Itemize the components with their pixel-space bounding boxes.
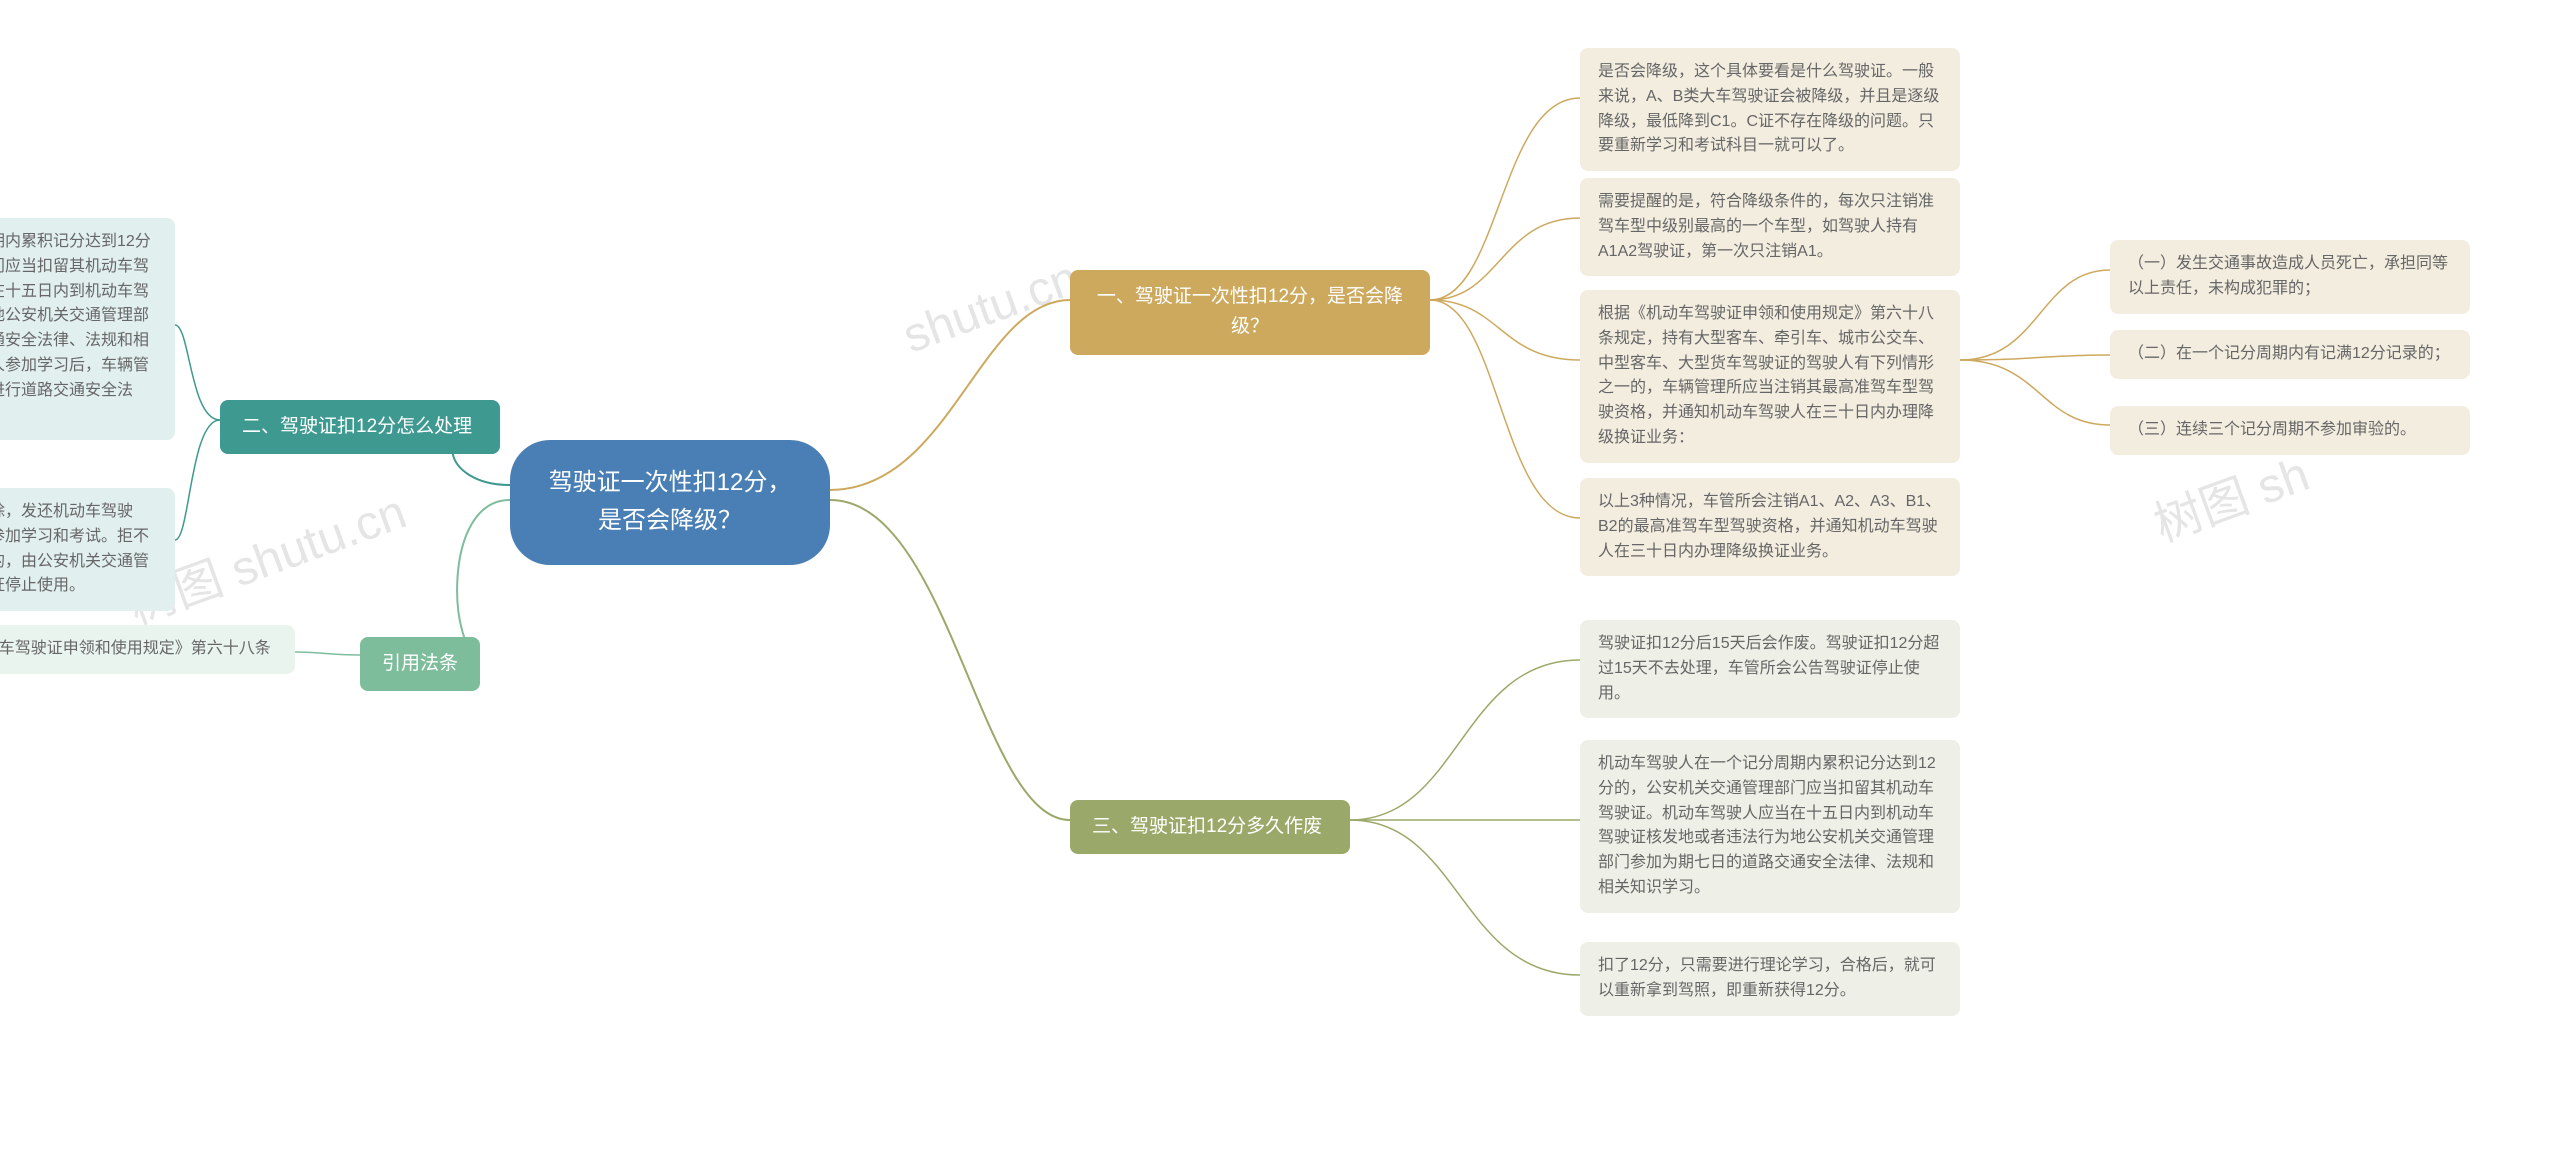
- leaf-r1-4: 以上3种情况，车管所会注销A1、A2、A3、B1、B2的最高准驾车型驾驶资格，并…: [1580, 478, 1960, 576]
- leaf-r1-2: 需要提醒的是，符合降级条件的，每次只注销准驾车型中级别最高的一个车型，如驾驶人持…: [1580, 178, 1960, 276]
- branch-left-1[interactable]: 二、驾驶证扣12分怎么处理: [220, 400, 500, 454]
- leaf-r2-2: 机动车驾驶人在一个记分周期内累积记分达到12分的，公安机关交通管理部门应当扣留其…: [1580, 740, 1960, 913]
- subleaf-r1-3-1: （一）发生交通事故造成人员死亡，承担同等以上责任，未构成犯罪的；: [2110, 240, 2470, 314]
- leaf-l2-1: [1]《机动车驾驶证申领和使用规定》第六十八条: [0, 625, 295, 674]
- branch-right-2[interactable]: 三、驾驶证扣12分多久作废: [1070, 800, 1350, 854]
- connector-lines: [0, 0, 2560, 1159]
- center-node[interactable]: 驾驶证一次性扣12分，是否会降级？: [510, 440, 830, 565]
- watermark: shutu.cn: [896, 251, 1085, 365]
- subleaf-r1-3-2: （二）在一个记分周期内有记满12分记录的；: [2110, 330, 2470, 379]
- leaf-l1-1: 动车驾驶人在一个记分周期内累积记分达到12分的，公安机关交通管理部门应当扣留其机…: [0, 218, 175, 440]
- branch-left-2[interactable]: 引用法条: [360, 637, 480, 691]
- leaf-r1-1: 是否会降级，这个具体要看是什么驾驶证。一般来说，A、B类大车驾驶证会被降级，并且…: [1580, 48, 1960, 171]
- leaf-r2-3: 扣了12分，只需要进行理论学习，合格后，就可以重新拿到驾照，即重新获得12分。: [1580, 942, 1960, 1016]
- leaf-r1-3: 根据《机动车驾驶证申领和使用规定》第六十八条规定，持有大型客车、牵引车、城市公交…: [1580, 290, 1960, 463]
- leaf-r2-1: 驾驶证扣12分后15天后会作废。驾驶证扣12分超过15天不去处理，车管所会公告驾…: [1580, 620, 1960, 718]
- subleaf-r1-3-3: （三）连续三个记分周期不参加审验的。: [2110, 406, 2470, 455]
- branch-right-1[interactable]: 一、驾驶证一次性扣12分，是否会降级？: [1070, 270, 1430, 355]
- leaf-l1-2: 考试合格的，记分予以清除，发还机动车驾驶证；考试不合格的，继续参加学习和考试。拒…: [0, 488, 175, 611]
